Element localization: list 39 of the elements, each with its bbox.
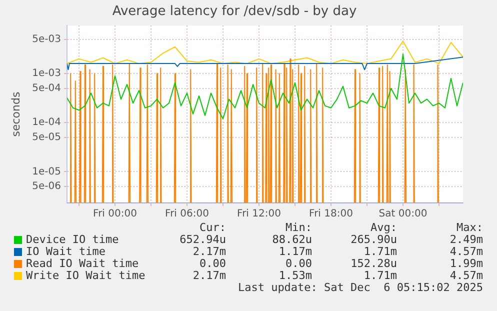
- text: 1.71m: [364, 245, 397, 258]
- text: Last update: Sat Dec 6 05:15:02 2025: [238, 281, 483, 294]
- text: 1.99m: [450, 257, 483, 270]
- y-tick-label: 1e-03: [32, 68, 61, 80]
- text: 1.17m: [278, 245, 312, 258]
- y-tick-label: 5e-05: [32, 132, 61, 143]
- text: 88.62u: [272, 233, 312, 246]
- chart-title: Average latency for /dev/sdb - by day: [112, 4, 357, 20]
- x-tick-label: Fri 06:00: [165, 208, 209, 220]
- text: 2.49m: [450, 233, 483, 246]
- x-tick-label: Fri 18:00: [309, 208, 353, 220]
- y-tick-label: 5e-06: [32, 181, 61, 192]
- text: Min:: [286, 221, 312, 234]
- x-tick-label: Fri 12:00: [237, 208, 281, 220]
- y-tick-label: 5e-03: [32, 34, 61, 45]
- text: 265.90u: [350, 233, 397, 246]
- x-tick-label: Sat 00:00: [378, 208, 428, 220]
- x-tick-label: Fri 00:00: [93, 208, 137, 220]
- text: 0.00: [286, 257, 312, 270]
- legend-label: Write IO Wait time: [26, 269, 146, 282]
- y-tick-label: 1e-05: [32, 166, 61, 178]
- y-tick-label: 5e-04: [32, 82, 61, 94]
- text: Avg:: [370, 221, 397, 234]
- text: 152.28u: [350, 257, 397, 270]
- legend-label: IO Wait time: [26, 245, 106, 258]
- text: 4.57m: [450, 269, 483, 282]
- legend-label: Device IO time: [26, 233, 119, 246]
- text: 2.17m: [192, 269, 226, 282]
- text: 0.00: [200, 257, 226, 270]
- text: Max:: [456, 221, 483, 234]
- text: 1.53m: [278, 269, 312, 282]
- y-tick-label: 1e-04: [32, 117, 61, 128]
- text: 1.71m: [364, 269, 397, 282]
- y-axis-title: seconds: [9, 92, 22, 137]
- text: 4.57m: [450, 245, 483, 258]
- legend-label: Read IO Wait time: [26, 257, 139, 270]
- text: 2.17m: [192, 245, 226, 258]
- text: Cur:: [200, 221, 226, 234]
- text: 652.94u: [180, 233, 226, 246]
